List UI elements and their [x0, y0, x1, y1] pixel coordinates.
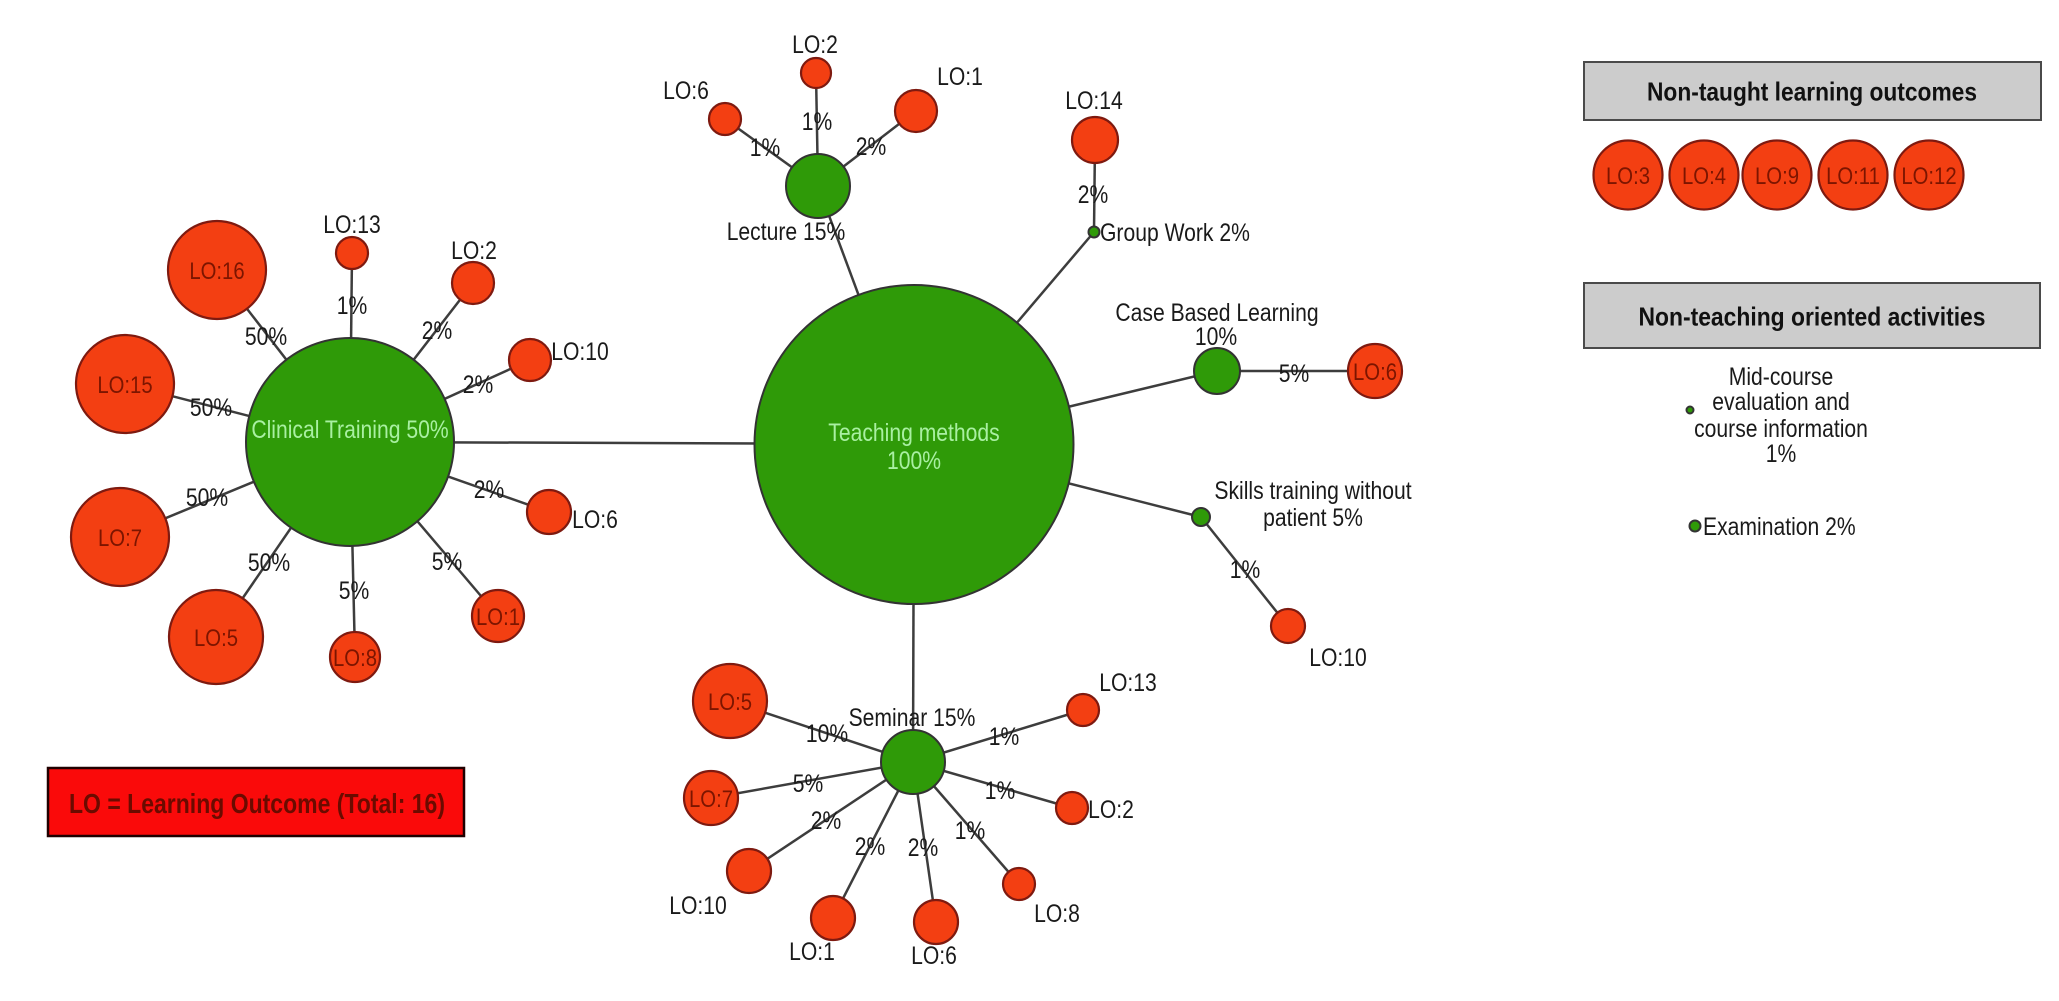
svg-text:patient 5%: patient 5% — [1263, 504, 1363, 532]
svg-text:Skills training without: Skills training without — [1214, 477, 1411, 505]
svg-text:5%: 5% — [432, 548, 463, 576]
svg-text:LO:2: LO:2 — [451, 237, 497, 265]
svg-text:LO:12: LO:12 — [1901, 163, 1956, 190]
svg-text:1%: 1% — [1766, 440, 1797, 468]
svg-text:LO:2: LO:2 — [1088, 796, 1134, 824]
svg-text:LO:8: LO:8 — [333, 645, 377, 672]
svg-text:Non-teaching oriented activiti: Non-teaching oriented activities — [1639, 302, 1986, 332]
svg-text:Non-taught learning outcomes: Non-taught learning outcomes — [1647, 77, 1977, 107]
svg-text:5%: 5% — [339, 577, 370, 605]
svg-text:LO:4: LO:4 — [1682, 163, 1726, 190]
svg-text:Teaching methods: Teaching methods — [828, 419, 1000, 447]
svg-text:2%: 2% — [463, 371, 494, 399]
svg-text:Mid-course: Mid-course — [1729, 363, 1834, 391]
svg-text:2%: 2% — [811, 807, 842, 835]
svg-text:1%: 1% — [802, 108, 833, 136]
svg-text:course information: course information — [1694, 415, 1868, 443]
svg-text:LO:3: LO:3 — [1606, 163, 1650, 190]
svg-text:LO:1: LO:1 — [476, 604, 520, 631]
svg-text:LO:5: LO:5 — [194, 625, 238, 652]
svg-text:2%: 2% — [1078, 181, 1109, 209]
svg-text:LO:7: LO:7 — [98, 525, 142, 552]
svg-text:50%: 50% — [190, 394, 232, 422]
svg-text:LO:6: LO:6 — [572, 506, 618, 534]
svg-text:LO:1: LO:1 — [937, 63, 983, 91]
svg-text:1%: 1% — [955, 817, 986, 845]
svg-text:1%: 1% — [337, 292, 368, 320]
svg-text:10%: 10% — [806, 720, 848, 748]
svg-text:LO:10: LO:10 — [1309, 644, 1367, 672]
svg-text:LO:13: LO:13 — [1099, 669, 1157, 697]
svg-text:LO:8: LO:8 — [1034, 900, 1080, 928]
svg-text:2%: 2% — [856, 133, 887, 161]
svg-text:5%: 5% — [1279, 360, 1310, 388]
svg-text:1%: 1% — [1230, 556, 1261, 584]
svg-text:Examination 2%: Examination 2% — [1703, 513, 1856, 541]
svg-text:LO:10: LO:10 — [551, 338, 609, 366]
svg-text:LO:6: LO:6 — [663, 77, 709, 105]
svg-text:Seminar 15%: Seminar 15% — [849, 704, 976, 732]
svg-text:Group Work 2%: Group Work 2% — [1100, 219, 1250, 247]
svg-text:LO:16: LO:16 — [189, 258, 244, 285]
svg-text:1%: 1% — [989, 723, 1020, 751]
svg-text:1%: 1% — [985, 777, 1016, 805]
svg-text:50%: 50% — [248, 549, 290, 577]
svg-text:LO:15: LO:15 — [97, 372, 152, 399]
svg-text:Case Based Learning: Case Based Learning — [1115, 299, 1318, 327]
svg-text:LO = Learning Outcome (Total:: LO = Learning Outcome (Total: 16) — [69, 788, 445, 819]
svg-text:Clinical Training 50%: Clinical Training 50% — [251, 416, 448, 444]
svg-text:LO:2: LO:2 — [792, 31, 838, 59]
svg-text:2%: 2% — [908, 834, 939, 862]
svg-text:LO:6: LO:6 — [1353, 359, 1397, 386]
svg-text:LO:10: LO:10 — [669, 892, 727, 920]
svg-text:5%: 5% — [793, 770, 824, 798]
svg-text:LO:11: LO:11 — [1826, 163, 1880, 190]
svg-text:2%: 2% — [422, 317, 453, 345]
svg-text:LO:9: LO:9 — [1755, 163, 1799, 190]
svg-text:1%: 1% — [750, 134, 781, 162]
svg-text:LO:13: LO:13 — [323, 211, 381, 239]
svg-text:50%: 50% — [245, 323, 287, 351]
svg-text:50%: 50% — [186, 484, 228, 512]
svg-text:2%: 2% — [855, 833, 886, 861]
svg-text:10%: 10% — [1195, 323, 1237, 351]
svg-text:LO:1: LO:1 — [789, 938, 835, 966]
svg-text:LO:14: LO:14 — [1065, 87, 1123, 115]
svg-text:evaluation and: evaluation and — [1712, 388, 1849, 416]
svg-text:LO:7: LO:7 — [689, 786, 733, 813]
svg-text:2%: 2% — [474, 476, 505, 504]
svg-text:LO:5: LO:5 — [708, 689, 752, 716]
svg-text:100%: 100% — [887, 447, 941, 475]
svg-text:LO:6: LO:6 — [911, 942, 957, 970]
svg-text:Lecture 15%: Lecture 15% — [727, 218, 846, 246]
